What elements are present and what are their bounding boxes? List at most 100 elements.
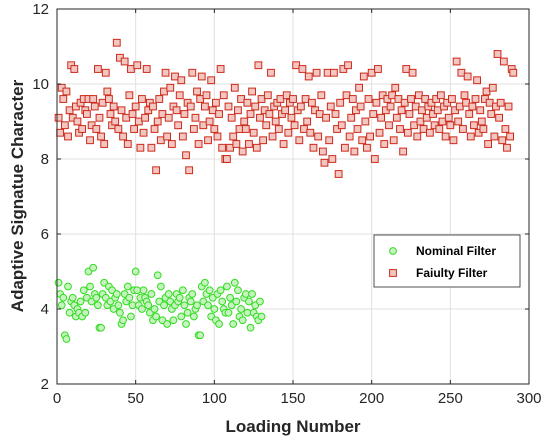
data-point-faulty [230,83,239,92]
data-point-faulty [358,136,367,145]
legend-marker-faulty [389,269,397,277]
data-point-nominal [133,286,142,295]
data-point-faulty [56,128,65,137]
data-point-faulty [105,95,113,103]
y-tick-label: 2 [41,376,49,393]
data-point-faulty [245,140,253,148]
data-point-faulty [117,106,126,115]
data-point-faulty [466,132,475,141]
data-point-nominal [79,286,88,295]
y-axis-label: Adaptive Signatue Character [8,79,27,312]
data-point-faulty [156,136,165,145]
data-point-faulty [289,95,297,103]
data-point-nominal [81,308,90,317]
data-point-faulty [359,72,368,81]
data-point-nominal [234,286,242,295]
data-point-nominal [204,301,212,310]
data-point-faulty [213,132,222,141]
data-point-faulty [413,132,422,141]
data-point-faulty [419,125,428,133]
data-point-faulty [504,102,513,111]
data-point-nominal [147,290,156,298]
legend: Nominal Filter Faiulty Filter [373,234,521,288]
data-point-nominal [114,301,123,310]
data-point-faulty [200,102,209,111]
data-point-faulty [97,132,105,141]
data-point-faulty [216,65,225,73]
data-point-nominal [54,278,63,287]
data-point-faulty [484,140,492,148]
data-point-nominal [229,320,238,328]
data-point-faulty [160,87,168,96]
data-point-faulty [235,125,244,133]
data-point-faulty [205,117,214,126]
data-point-faulty [252,143,261,152]
data-point-faulty [136,143,145,152]
data-point-faulty [267,68,275,77]
data-point-faulty [153,117,162,126]
data-point-faulty [397,106,406,115]
legend-box [373,234,521,288]
data-point-faulty [284,128,293,137]
data-point-nominal [119,316,127,325]
data-point-faulty [496,98,505,107]
data-point-faulty [411,102,420,111]
data-point-nominal [92,293,101,302]
data-point-faulty [182,151,190,160]
data-point-faulty [436,91,445,100]
data-point-faulty [375,128,384,137]
data-point-nominal [245,297,253,306]
data-point-faulty [215,110,223,118]
data-point-faulty [364,95,373,103]
data-point-faulty [448,95,456,103]
data-point-nominal [193,301,201,310]
data-point-faulty [241,125,250,133]
data-point-faulty [344,61,352,70]
data-point-faulty [123,140,132,148]
data-point-faulty [499,57,508,66]
data-point-faulty [341,143,349,152]
data-point-nominal [230,278,239,287]
data-point-nominal [112,290,121,298]
data-point-faulty [435,125,444,133]
data-point-faulty [470,121,478,130]
data-point-faulty [410,121,419,130]
data-point-faulty [485,98,494,107]
data-point-faulty [463,72,472,81]
data-point-faulty [128,110,137,118]
data-point-faulty [262,121,271,130]
data-point-faulty [138,95,146,103]
data-point-nominal [226,293,234,302]
data-point-faulty [287,113,296,122]
data-point-faulty [389,136,398,145]
data-point-faulty [418,106,426,115]
data-point-nominal [224,308,233,317]
data-point-faulty [95,113,104,122]
data-point-faulty [353,125,362,133]
data-point-nominal [216,286,225,295]
data-point-faulty [465,110,474,118]
data-point-faulty [114,125,123,133]
data-point-faulty [193,87,201,96]
data-point-nominal [210,305,219,313]
data-point-faulty [130,125,138,133]
data-point-faulty [386,102,395,111]
data-point-faulty [197,72,206,81]
data-point-faulty [498,136,507,145]
data-point-faulty [204,136,212,145]
data-point-faulty [100,140,109,148]
data-point-faulty [400,98,409,107]
data-point-nominal [215,320,223,328]
data-point-faulty [149,102,157,111]
data-point-faulty [482,87,491,96]
data-point-faulty [454,117,463,126]
data-point-faulty [257,95,266,103]
data-point-nominal [86,282,94,291]
data-point-faulty [348,95,357,103]
data-point-faulty [256,113,264,122]
data-point-faulty [112,38,121,47]
data-point-faulty [167,140,176,148]
data-point-faulty [196,95,205,103]
data-point-faulty [312,68,321,77]
data-point-faulty [347,113,356,122]
